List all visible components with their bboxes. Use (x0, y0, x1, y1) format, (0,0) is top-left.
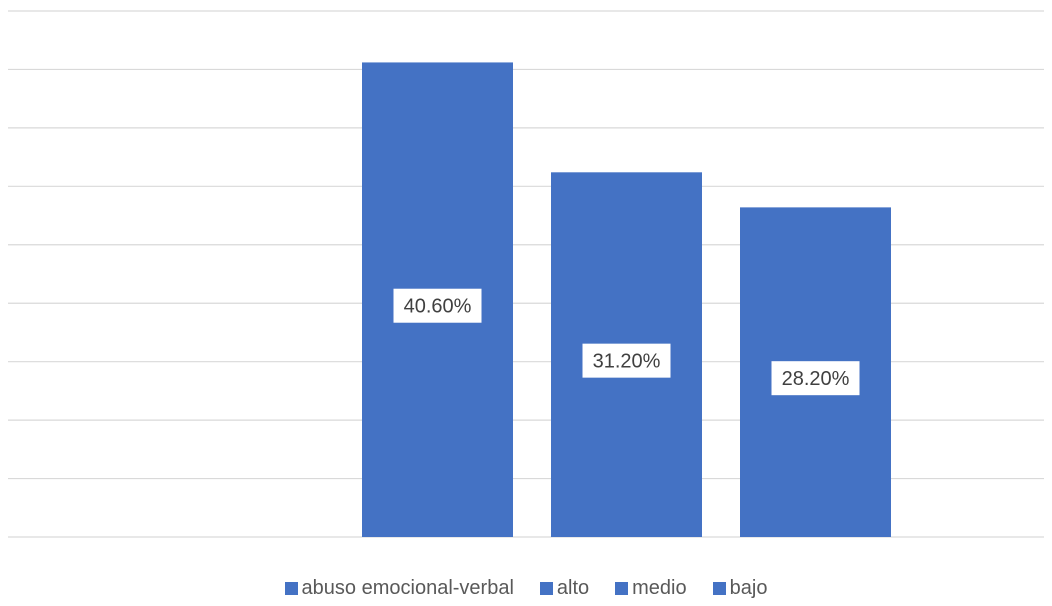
data-label-bajo: 28.20% (771, 361, 860, 396)
legend-swatch (712, 581, 726, 595)
legend-swatch (284, 581, 298, 595)
data-label-medio: 31.20% (582, 343, 671, 378)
legend-item-bajo: bajo (712, 576, 768, 600)
legend-label: abuso emocional-verbal (301, 576, 514, 599)
data-label-alto: 40.60% (393, 288, 482, 323)
legend-label: bajo (729, 576, 768, 599)
legend-item-alto: alto (539, 576, 590, 600)
data-labels: 40.60% 31.20% 28.20% (393, 288, 860, 396)
legend-swatch (615, 581, 629, 595)
legend-item-medio: medio (615, 576, 687, 600)
gridlines (8, 10, 1044, 538)
legend: abuso emocional-verbal alto medio bajo (0, 574, 1052, 602)
data-label-box (771, 361, 860, 396)
data-label-text: 40.60% (404, 296, 472, 318)
legend-label: alto (556, 576, 590, 599)
legend-item-abuso: abuso emocional-verbal (284, 576, 514, 600)
legend-swatch (539, 581, 553, 595)
data-label-box (393, 288, 482, 323)
data-label-text: 31.20% (593, 351, 661, 373)
data-label-box (582, 343, 671, 378)
legend-label: medio (632, 576, 687, 599)
data-label-text: 28.20% (782, 368, 850, 390)
